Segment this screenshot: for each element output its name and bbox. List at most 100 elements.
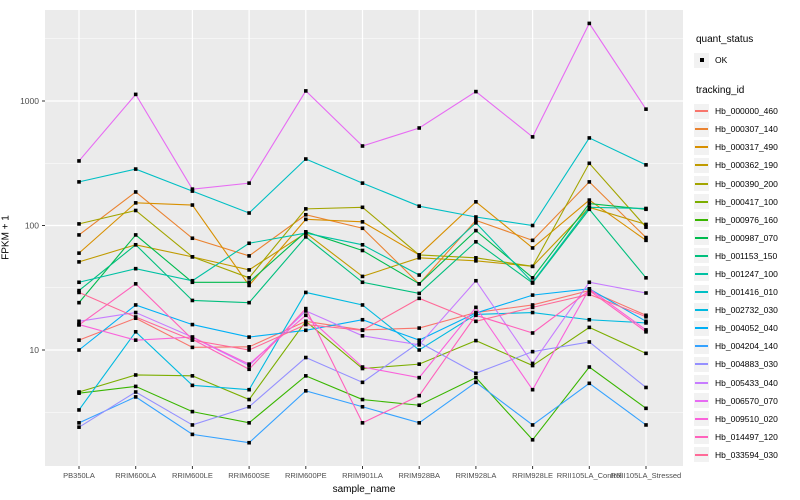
series-color-line-icon: [695, 417, 708, 420]
legend-entry-label: Hb_005433_040: [715, 377, 778, 388]
legend-key-swatch: [694, 103, 709, 119]
data-point: [587, 207, 592, 212]
legend-entry: Hb_002732_030: [694, 301, 798, 319]
data-point: [474, 89, 478, 94]
data-point: [644, 238, 648, 243]
data-point: [133, 190, 138, 194]
legend-title-tracking-id: tracking_id: [696, 85, 745, 97]
data-point: [190, 189, 195, 193]
series-color-line-icon: [695, 381, 708, 384]
data-point: [190, 203, 195, 207]
data-point: [77, 408, 81, 412]
data-point: [360, 328, 365, 333]
data-point: [644, 206, 648, 211]
data-point: [304, 157, 308, 161]
data-point: [417, 282, 421, 286]
data-point: [304, 374, 308, 378]
data-point: [417, 393, 421, 398]
legend-key-point: [694, 52, 709, 68]
y-tick-label: 10: [30, 345, 40, 355]
data-point: [474, 239, 478, 244]
data-point: [304, 212, 308, 217]
data-point: [644, 314, 648, 319]
legend-key-swatch: [694, 284, 709, 300]
data-point: [474, 278, 478, 283]
data-point: [77, 251, 81, 255]
legend-entry-label: Hb_000362_190: [715, 160, 778, 171]
data-point: [77, 233, 81, 237]
data-point: [304, 309, 308, 313]
data-point: [360, 144, 365, 148]
data-point: [360, 248, 365, 253]
x-tick-label: RRIM600SE: [228, 471, 270, 480]
x-tick-label: RRIM600LA: [115, 471, 156, 480]
data-point: [530, 246, 535, 250]
data-point: [304, 313, 308, 318]
data-point: [304, 389, 308, 393]
data-point: [587, 365, 592, 369]
data-point: [304, 217, 308, 222]
data-point: [474, 256, 478, 260]
data-point: [304, 355, 308, 360]
series-color-line-icon: [695, 435, 708, 438]
data-point: [587, 340, 592, 344]
y-axis-title: FPKM + 1: [0, 215, 12, 260]
data-point: [304, 319, 308, 324]
data-point: [587, 325, 592, 330]
data-point: [530, 238, 535, 243]
series-color-line-icon: [695, 218, 708, 221]
legend-entry-label: Hb_009510_020: [715, 413, 778, 424]
data-point: [530, 135, 535, 139]
legend-entry-label: OK: [715, 55, 728, 66]
legend-entry: Hb_005433_040: [694, 374, 798, 392]
legend-entry-label: Hb_000000_460: [715, 106, 778, 117]
data-point: [587, 288, 592, 293]
legend-entry: Hb_000417_100: [694, 193, 798, 211]
data-point: [247, 283, 251, 288]
data-point: [190, 383, 195, 388]
series-color-line-icon: [695, 146, 708, 149]
data-point: [474, 305, 478, 310]
x-tick-labels: PB350LA RRIM600LA RRIM600LE RRIM600SE RRIM60…: [63, 471, 681, 480]
data-point: [530, 349, 535, 354]
data-point: [417, 340, 421, 345]
data-point: [360, 280, 365, 285]
legend-key-swatch: [694, 447, 709, 463]
data-point: [247, 397, 251, 402]
data-point: [77, 425, 81, 429]
data-point: [133, 373, 138, 377]
data-point: [587, 136, 592, 140]
data-point: [644, 406, 648, 411]
data-point: [417, 421, 421, 425]
series-color-line-icon: [695, 182, 708, 185]
legend-key-swatch: [694, 248, 709, 264]
legend-entry: Hb_001247_100: [694, 265, 798, 283]
data-point: [530, 310, 535, 315]
data-point: [247, 254, 251, 258]
legend-entry: Hb_033594_030: [694, 446, 798, 464]
data-point: [190, 322, 195, 327]
series-color-line-icon: [695, 128, 708, 131]
data-point: [247, 241, 251, 246]
data-point: [587, 180, 592, 184]
series-color-line-icon: [695, 399, 708, 402]
data-point: [133, 390, 138, 394]
data-point: [247, 367, 251, 372]
data-point: [360, 317, 365, 322]
legend-key-swatch: [694, 393, 709, 409]
data-point: [77, 288, 81, 293]
data-point: [360, 365, 365, 369]
data-point: [474, 215, 478, 219]
data-point: [247, 181, 251, 185]
legend-entry-label: Hb_006570_070: [715, 395, 778, 406]
legend-entry: Hb_000000_460: [694, 102, 798, 120]
series-color-line-icon: [695, 345, 708, 348]
legend-entry: Hb_000362_190: [694, 156, 798, 174]
data-point: [417, 348, 421, 352]
x-tick-label: RRIM901LA: [342, 471, 383, 480]
series-color-line-icon: [695, 327, 708, 330]
data-point: [247, 300, 251, 305]
data-point: [360, 421, 365, 425]
data-point: [644, 235, 648, 240]
data-point: [474, 221, 478, 225]
